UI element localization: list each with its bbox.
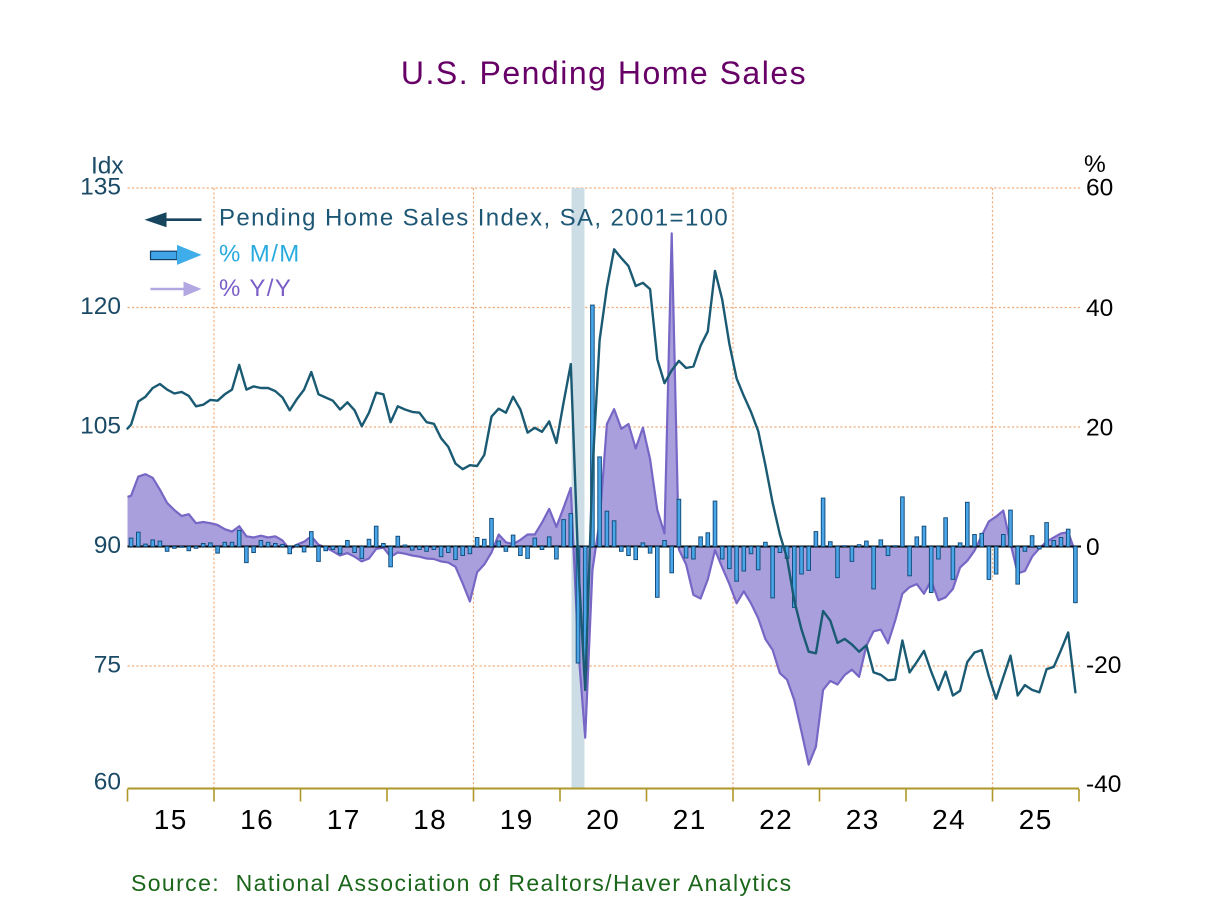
svg-text:22: 22 (759, 804, 793, 835)
svg-text:Pending Home Sales Index, SA,: Pending Home Sales Index, SA, 2001=100 (219, 205, 729, 232)
svg-text:75: 75 (94, 652, 121, 679)
svg-text:16: 16 (240, 804, 274, 835)
svg-text:19: 19 (500, 804, 534, 835)
svg-text:Idx: Idx (91, 153, 124, 180)
svg-text:20: 20 (586, 804, 620, 835)
svg-text:0: 0 (1086, 534, 1100, 561)
svg-text:% M/M: % M/M (219, 241, 301, 268)
svg-text:20: 20 (1086, 415, 1113, 442)
svg-text:23: 23 (846, 804, 880, 835)
svg-text:24: 24 (932, 804, 966, 835)
svg-text:135: 135 (80, 174, 121, 201)
svg-text:U.S. Pending Home Sales: U.S. Pending Home Sales (401, 55, 807, 91)
svg-text:-40: -40 (1086, 771, 1121, 798)
svg-text:25: 25 (1019, 804, 1053, 835)
svg-text:60: 60 (1086, 175, 1113, 202)
svg-text:17: 17 (327, 804, 361, 835)
svg-text:120: 120 (80, 293, 121, 320)
svg-text:90: 90 (94, 532, 121, 559)
svg-text:60: 60 (94, 769, 121, 796)
svg-text:% Y/Y: % Y/Y (219, 275, 292, 302)
svg-text:18: 18 (413, 804, 447, 835)
svg-text:15: 15 (154, 804, 188, 835)
svg-text:Source: National Association: Source: National Association of Realtors… (131, 870, 792, 896)
svg-text:105: 105 (80, 413, 121, 440)
svg-text:21: 21 (673, 804, 707, 835)
svg-text:40: 40 (1086, 295, 1113, 322)
svg-text:%: % (1084, 151, 1106, 178)
svg-text:-20: -20 (1086, 652, 1121, 679)
